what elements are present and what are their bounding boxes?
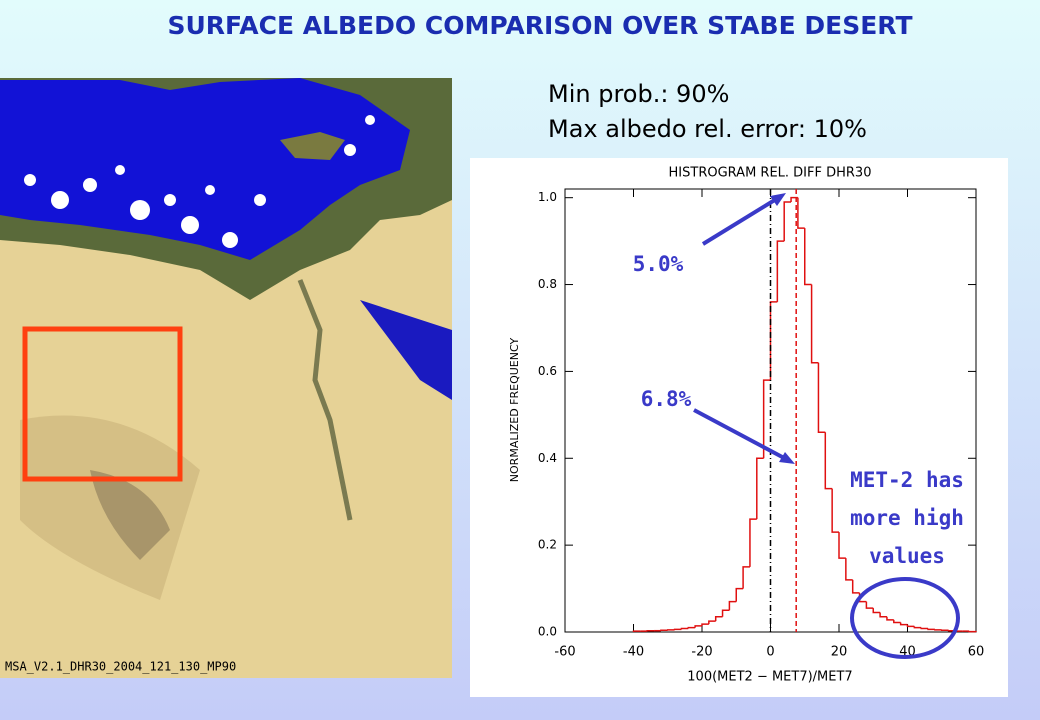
image-caption: MSA_V2.1_DHR30_2004_121_130_MP90 bbox=[5, 660, 236, 674]
histogram-step bbox=[680, 627, 689, 630]
histogram-step bbox=[927, 628, 935, 631]
annotation: 6.8% bbox=[641, 387, 692, 411]
annotation: more high bbox=[850, 506, 964, 530]
highlight-ellipse bbox=[850, 577, 960, 659]
histogram-step bbox=[708, 620, 716, 625]
histogram-step bbox=[872, 608, 881, 614]
arrow bbox=[693, 408, 787, 461]
histogram-step bbox=[714, 616, 723, 622]
histogram-step bbox=[831, 488, 839, 533]
histogram-step bbox=[899, 622, 908, 626]
histogram-step bbox=[694, 625, 702, 628]
histogram-step bbox=[886, 616, 894, 621]
region-box bbox=[22, 326, 183, 482]
y-tick-label: 0.6 bbox=[538, 364, 557, 378]
histogram-step bbox=[762, 379, 771, 459]
info-line: Min prob.: 90% bbox=[548, 80, 729, 108]
histogram-step bbox=[783, 201, 792, 242]
histogram-step bbox=[838, 532, 846, 559]
annotation: values bbox=[869, 544, 945, 568]
x-tick-label: 0 bbox=[766, 645, 774, 660]
arrow-head bbox=[770, 193, 786, 206]
histogram-step bbox=[797, 197, 805, 229]
chart-panel bbox=[470, 158, 1008, 697]
chart-title: HISTROGRAM REL. DIFF DHR30 bbox=[669, 166, 872, 181]
histogram-step bbox=[817, 362, 826, 433]
histogram-step bbox=[701, 623, 709, 626]
histogram-step bbox=[810, 284, 819, 364]
y-tick-label: 1.0 bbox=[538, 190, 557, 204]
arrow bbox=[701, 196, 780, 246]
y-axis-label: NORMALIZED FREQUENCY bbox=[508, 338, 521, 483]
histogram-step bbox=[879, 612, 887, 618]
histogram-step bbox=[920, 627, 929, 630]
satellite-image: MSA_V2.1_DHR30_2004_121_130_MP90 bbox=[0, 78, 452, 678]
histogram-step bbox=[913, 626, 922, 629]
y-tick-label: 0.4 bbox=[538, 451, 557, 465]
histogram-step bbox=[735, 587, 744, 602]
histogram-step bbox=[865, 601, 874, 609]
x-axis-label: 100(MET2 − MET7)/MET7 bbox=[687, 670, 852, 685]
histogram-step bbox=[776, 240, 785, 302]
x-tick-label: -60 bbox=[554, 645, 575, 660]
histogram-step bbox=[845, 558, 853, 581]
x-tick-label: 60 bbox=[968, 645, 985, 660]
x-tick-label: -40 bbox=[623, 645, 644, 660]
x-tick-label: 20 bbox=[831, 645, 848, 660]
histogram-step bbox=[968, 630, 977, 633]
y-tick-label: 0.2 bbox=[538, 538, 557, 552]
histogram-step bbox=[687, 626, 696, 629]
histogram-step bbox=[742, 566, 750, 589]
histogram-step bbox=[632, 630, 641, 632]
y-tick-label: 0.0 bbox=[538, 625, 557, 639]
histogram-step bbox=[749, 518, 757, 567]
info-line: Max albedo rel. error: 10% bbox=[548, 115, 867, 143]
histogram-step bbox=[906, 624, 915, 628]
histogram-step bbox=[851, 579, 860, 594]
histogram-step bbox=[824, 432, 833, 490]
histogram-step bbox=[728, 600, 737, 611]
annotation: MET-2 has bbox=[850, 468, 964, 492]
slide-title: SURFACE ALBEDO COMPARISON OVER STABE DES… bbox=[167, 11, 912, 40]
arrow-head bbox=[779, 452, 795, 464]
annotation: 5.0% bbox=[633, 252, 684, 276]
histogram-step bbox=[804, 228, 812, 286]
histogram-step bbox=[721, 609, 730, 617]
histogram-step bbox=[756, 457, 764, 520]
x-tick-label: -20 bbox=[691, 645, 712, 660]
histogram-step bbox=[893, 619, 901, 624]
y-tick-label: 0.8 bbox=[538, 277, 557, 291]
